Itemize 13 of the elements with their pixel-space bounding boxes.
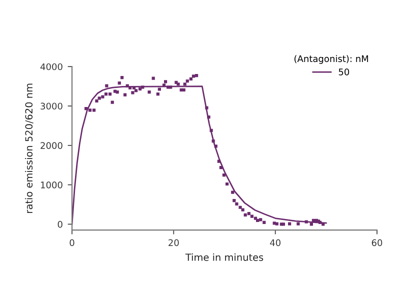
x-tick-label: 40	[270, 239, 280, 246]
y-tick-label: 0	[58, 220, 62, 228]
legend-label: 50	[338, 68, 350, 76]
y-tick-label: 1000	[40, 182, 62, 188]
legend-title: (Antagonist): nM	[294, 55, 368, 64]
x-axis-title: Time in minutes	[185, 253, 264, 261]
y-tick-label: 4000	[40, 63, 62, 70]
x-tick-label: 60	[372, 239, 382, 246]
x-tick-label: 0	[70, 239, 74, 246]
y-tick-label: 2000	[40, 142, 62, 149]
x-tick-label: 20	[168, 239, 179, 246]
y-tick-label: 3000	[40, 102, 62, 110]
y-axis-title: ratio emission 520/620 nm	[25, 84, 34, 213]
